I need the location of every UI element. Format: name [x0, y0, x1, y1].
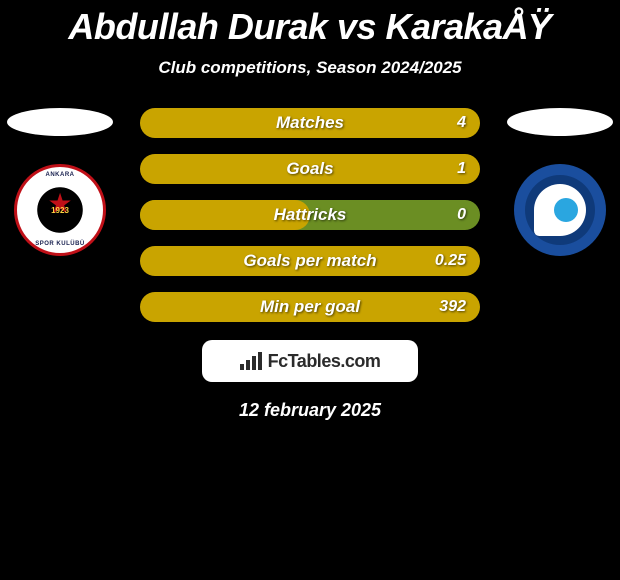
generated-date: 12 february 2025 — [0, 400, 620, 421]
right-club-eagle-icon — [534, 184, 586, 236]
stats-list: Matches4Goals1Hattricks0Goals per match0… — [140, 108, 480, 322]
page-title: Abdullah Durak vs KarakaÅŸ — [0, 0, 620, 48]
brand-box[interactable]: FcTables.com — [202, 340, 418, 382]
right-club-badge — [514, 164, 606, 256]
stat-label: Goals per match — [140, 251, 480, 271]
stat-value: 1 — [457, 160, 466, 178]
left-club-badge: ANKARA ★ 1923 SPOR KULÜBÜ — [14, 164, 106, 256]
stat-row: Matches4 — [140, 108, 480, 138]
stat-label: Goals — [140, 159, 480, 179]
right-club-badge-inner — [525, 175, 595, 245]
stat-row: Min per goal392 — [140, 292, 480, 322]
left-player-avatar — [7, 108, 113, 136]
subtitle: Club competitions, Season 2024/2025 — [0, 58, 620, 78]
brand-bars-icon — [240, 352, 262, 370]
comparison-content: ANKARA ★ 1923 SPOR KULÜBÜ Matches4Goals1… — [0, 108, 620, 421]
stat-value: 392 — [439, 298, 466, 316]
stat-row: Hattricks0 — [140, 200, 480, 230]
left-club-badge-star-icon: ★ — [47, 187, 72, 220]
left-club-badge-year: 1923 — [51, 206, 69, 215]
right-player-avatar — [507, 108, 613, 136]
stat-label: Min per goal — [140, 297, 480, 317]
left-club-badge-bottom-text: SPOR KULÜBÜ — [35, 241, 85, 247]
stat-value: 0.25 — [435, 252, 466, 270]
stat-row: Goals1 — [140, 154, 480, 184]
stat-value: 4 — [457, 114, 466, 132]
stat-label: Hattricks — [140, 205, 480, 225]
left-club-badge-top-text: ANKARA — [46, 172, 75, 178]
brand-text: FcTables.com — [268, 351, 381, 372]
stat-label: Matches — [140, 113, 480, 133]
right-player-column — [500, 108, 620, 256]
stat-row: Goals per match0.25 — [140, 246, 480, 276]
stat-value: 0 — [457, 206, 466, 224]
left-player-column: ANKARA ★ 1923 SPOR KULÜBÜ — [0, 108, 120, 256]
